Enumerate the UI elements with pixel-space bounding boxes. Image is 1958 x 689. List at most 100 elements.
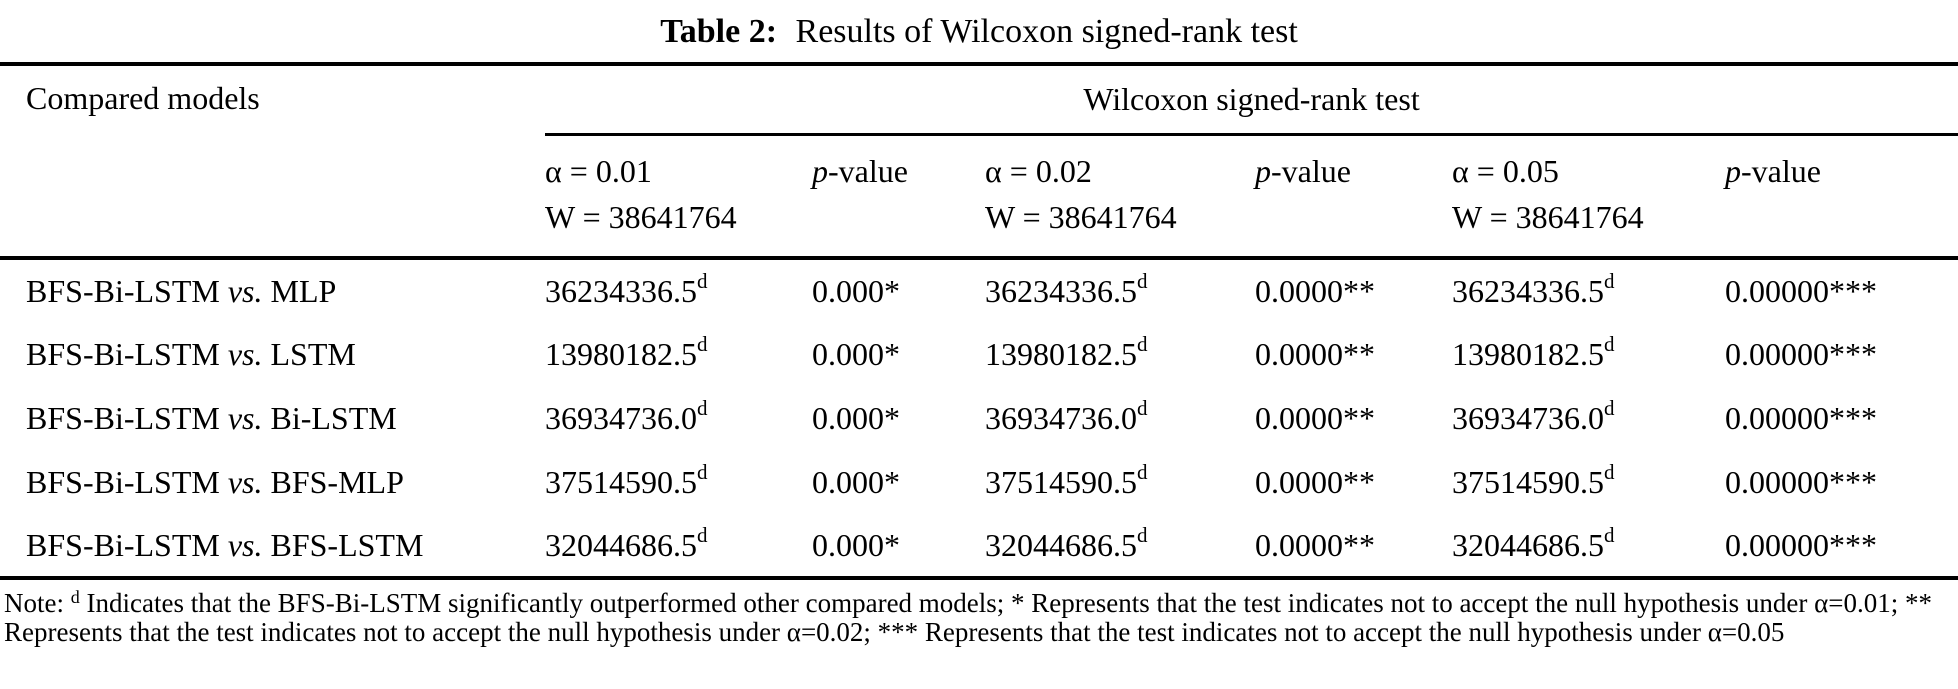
w-value: 37514590.5: [1452, 463, 1604, 500]
model-base: BFS-Bi-LSTM: [26, 463, 220, 500]
model-other: MLP: [270, 272, 337, 309]
superscript-d: d: [697, 522, 708, 547]
cell-p-alpha-0-02: 0.0000**: [1255, 526, 1375, 563]
superscript-d: d: [697, 459, 708, 484]
note-superscript-d: d: [70, 587, 80, 607]
cell-p-alpha-0-05: 0.00000***: [1725, 463, 1877, 500]
w-value: 36234336.5: [1452, 272, 1604, 309]
p-italic: p: [812, 152, 828, 189]
cell-p-alpha-0-01: 0.000*: [812, 463, 900, 500]
table-note: Note: d Indicates that the BFS-Bi-LSTM s…: [0, 580, 1958, 647]
w-value: 32044686.5: [1452, 526, 1604, 563]
cell-p-alpha-0-02: 0.0000**: [1255, 272, 1375, 309]
cell-w-alpha-0-01: 32044686.5d: [545, 514, 812, 578]
cell-p-alpha-0-01: 0.000*: [812, 272, 900, 309]
superscript-d: d: [1137, 522, 1148, 547]
cell-model: BFS-Bi-LSTM vs. Bi-LSTM: [0, 386, 545, 450]
cell-w-alpha-0-01: 13980182.5d: [545, 322, 812, 386]
p-value-suffix: -value: [1741, 152, 1821, 189]
vs-label: vs.: [227, 399, 263, 436]
model-base: BFS-Bi-LSTM: [26, 526, 220, 563]
table-row: BFS-Bi-LSTM vs. LSTM 13980182.5d 0.000* …: [0, 322, 1958, 386]
w-value: 13980182.5: [985, 335, 1137, 372]
header-alpha-0-02: α = 0.02 W = 38641764: [985, 134, 1255, 258]
w-value: 37514590.5: [985, 463, 1137, 500]
p-italic: p: [1725, 152, 1741, 189]
cell-w-alpha-0-02: 32044686.5d: [985, 514, 1255, 578]
w-value: 36234336.5: [545, 272, 697, 309]
table-caption-label: Table 2:: [660, 13, 778, 50]
header-p-value-2: p-value: [1255, 134, 1452, 258]
cell-p-alpha-0-02: 0.0000**: [1255, 335, 1375, 372]
w-statistic-label: W = 38641764: [985, 198, 1177, 235]
w-value: 32044686.5: [985, 526, 1137, 563]
vs-label: vs.: [227, 463, 263, 500]
cell-w-alpha-0-02: 37514590.5d: [985, 450, 1255, 514]
p-italic: p: [1255, 152, 1271, 189]
superscript-d: d: [1604, 331, 1615, 356]
superscript-d: d: [1604, 395, 1615, 420]
cell-w-alpha-0-02: 36934736.0d: [985, 386, 1255, 450]
cell-w-alpha-0-01: 36234336.5d: [545, 258, 812, 322]
cell-w-alpha-0-05: 36234336.5d: [1452, 258, 1725, 322]
alpha-level-label: α = 0.02: [985, 152, 1092, 189]
cell-model: BFS-Bi-LSTM vs. MLP: [0, 258, 545, 322]
superscript-d: d: [1604, 459, 1615, 484]
model-other: LSTM: [270, 335, 356, 372]
cell-w-alpha-0-01: 37514590.5d: [545, 450, 812, 514]
w-statistic-label: W = 38641764: [1452, 198, 1644, 235]
cell-p-alpha-0-05: 0.00000***: [1725, 399, 1877, 436]
header-row-sub: α = 0.01 W = 38641764 p-value α = 0.02 W…: [0, 134, 1958, 258]
note-text: Indicates that the BFS-Bi-LSTM significa…: [4, 588, 1932, 647]
cell-w-alpha-0-01: 36934736.0d: [545, 386, 812, 450]
p-value-suffix: -value: [1271, 152, 1351, 189]
cell-p-alpha-0-02: 0.0000**: [1255, 399, 1375, 436]
cell-model: BFS-Bi-LSTM vs. LSTM: [0, 322, 545, 386]
superscript-d: d: [697, 331, 708, 356]
w-value: 36234336.5: [985, 272, 1137, 309]
superscript-d: d: [697, 395, 708, 420]
superscript-d: d: [1137, 331, 1148, 356]
superscript-d: d: [1604, 268, 1615, 293]
vs-label: vs.: [227, 526, 263, 563]
wilcoxon-results-table: Compared models Wilcoxon signed-rank tes…: [0, 62, 1958, 580]
w-statistic-label: W = 38641764: [545, 198, 737, 235]
w-value: 32044686.5: [545, 526, 697, 563]
cell-w-alpha-0-05: 13980182.5d: [1452, 322, 1725, 386]
superscript-d: d: [697, 268, 708, 293]
header-p-value-3: p-value: [1725, 134, 1958, 258]
table-caption: Table 2: Results of Wilcoxon signed-rank…: [0, 0, 1958, 62]
cell-model: BFS-Bi-LSTM vs. BFS-MLP: [0, 450, 545, 514]
cell-p-alpha-0-01: 0.000*: [812, 526, 900, 563]
header-alpha-0-01: α = 0.01 W = 38641764: [545, 134, 812, 258]
header-p-value-1: p-value: [812, 134, 985, 258]
cell-w-alpha-0-02: 36234336.5d: [985, 258, 1255, 322]
table-row: BFS-Bi-LSTM vs. Bi-LSTM 36934736.0d 0.00…: [0, 386, 1958, 450]
superscript-d: d: [1137, 459, 1148, 484]
cell-model: BFS-Bi-LSTM vs. BFS-LSTM: [0, 514, 545, 578]
table-row: BFS-Bi-LSTM vs. BFS-MLP 37514590.5d 0.00…: [0, 450, 1958, 514]
cell-p-alpha-0-05: 0.00000***: [1725, 335, 1877, 372]
model-other: BFS-MLP: [270, 463, 404, 500]
header-compared-models: Compared models: [26, 80, 260, 116]
w-value: 36934736.0: [985, 399, 1137, 436]
cell-p-alpha-0-01: 0.000*: [812, 335, 900, 372]
header-alpha-0-05: α = 0.05 W = 38641764: [1452, 134, 1725, 258]
superscript-d: d: [1137, 395, 1148, 420]
cell-w-alpha-0-05: 37514590.5d: [1452, 450, 1725, 514]
cell-w-alpha-0-05: 32044686.5d: [1452, 514, 1725, 578]
table-row: BFS-Bi-LSTM vs. MLP 36234336.5d 0.000* 3…: [0, 258, 1958, 322]
cell-p-alpha-0-02: 0.0000**: [1255, 463, 1375, 500]
cell-p-alpha-0-01: 0.000*: [812, 399, 900, 436]
table-caption-text: Results of Wilcoxon signed-rank test: [795, 13, 1298, 50]
model-base: BFS-Bi-LSTM: [26, 399, 220, 436]
note-label: Note:: [4, 588, 64, 618]
superscript-d: d: [1137, 268, 1148, 293]
model-other: BFS-LSTM: [270, 526, 424, 563]
header-row-group: Compared models Wilcoxon signed-rank tes…: [0, 64, 1958, 136]
w-value: 37514590.5: [545, 463, 697, 500]
cell-w-alpha-0-02: 13980182.5d: [985, 322, 1255, 386]
vs-label: vs.: [227, 335, 263, 372]
alpha-level-label: α = 0.01: [545, 152, 652, 189]
